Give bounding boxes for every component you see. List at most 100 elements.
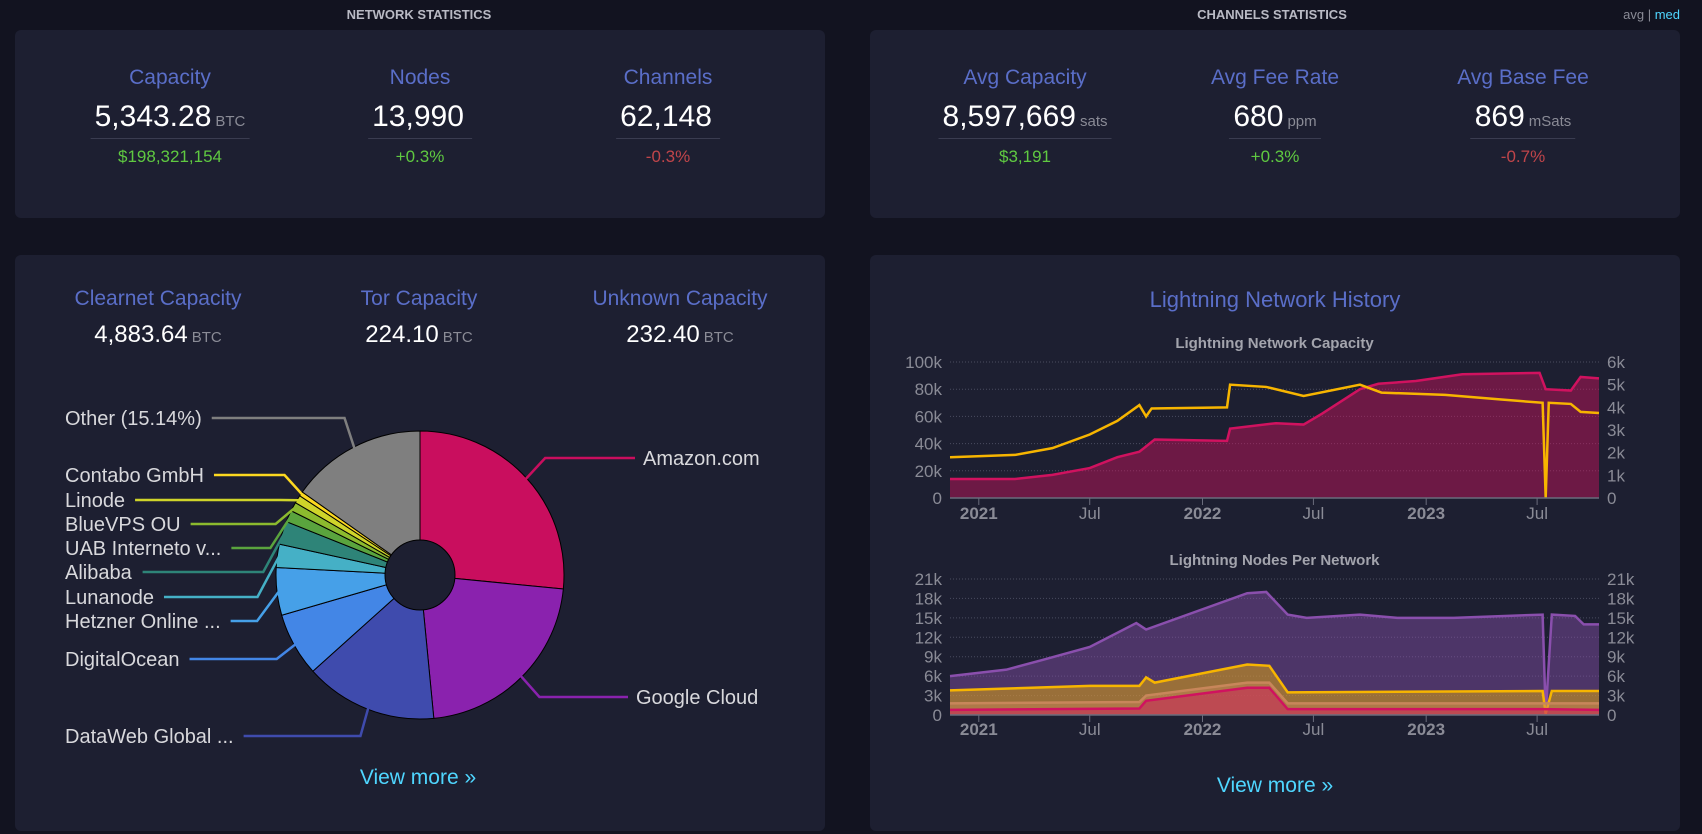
- history-view-more-link[interactable]: View more »: [1216, 774, 1334, 797]
- pie-label: UAB Interneto v...: [65, 538, 221, 560]
- capacity-stat-unknown-capacity: Unknown Capacity 232.40 BTC: [592, 287, 767, 353]
- y-left-tick: 9k: [924, 648, 942, 667]
- pie-connector: [230, 590, 280, 623]
- stat-number: 232.40: [626, 321, 700, 348]
- stat-value: 224.10 BTC: [361, 321, 476, 353]
- y-left-tick: 15k: [915, 609, 943, 628]
- pie-label: BlueVPS OU: [65, 514, 181, 536]
- stat-label: Avg Base Fee: [1457, 66, 1589, 89]
- channels-stat-avg-capacity: Avg Capacity 8,597,669 sats $3,191: [938, 66, 1112, 167]
- stat-subvalue: $3,191: [998, 147, 1051, 166]
- y-right-tick: 6k: [1607, 667, 1625, 686]
- y-left-tick: 12k: [915, 628, 943, 647]
- y-left-tick: 18k: [915, 589, 943, 608]
- stat-subvalue: +0.3%: [395, 147, 445, 166]
- x-tick-label: 2022: [1184, 720, 1222, 739]
- y-left-tick: 100k: [905, 353, 942, 372]
- y-left-tick: 6k: [924, 667, 942, 686]
- x-tick-label: 2023: [1407, 720, 1445, 739]
- capacity-view-more-link[interactable]: View more »: [359, 766, 477, 789]
- stat-number: 62,148: [620, 100, 712, 133]
- x-tick-label: Jul: [1079, 720, 1101, 739]
- network-stat-capacity: Capacity 5,343.28 BTC $198,321,154: [90, 66, 250, 167]
- stat-value: 680 ppm: [1229, 100, 1321, 139]
- pie-connector: [189, 643, 297, 661]
- stat-unit: BTC: [191, 329, 222, 346]
- y-left-tick: 21k: [915, 570, 943, 589]
- channels-stat-avg-base-fee: Avg Base Fee 869 mSats -0.7%: [1457, 66, 1589, 167]
- stat-number: 224.10: [365, 321, 439, 348]
- toggle-med[interactable]: med: [1654, 7, 1680, 22]
- y-right-tick: 18k: [1607, 589, 1635, 608]
- x-tick-label: 2021: [960, 504, 998, 523]
- y-right-tick: 3k: [1607, 687, 1625, 706]
- y-left-tick: 20k: [915, 462, 943, 481]
- x-tick-label: Jul: [1303, 720, 1325, 739]
- pie-connector: [190, 506, 296, 526]
- stat-unit: BTC: [215, 113, 246, 130]
- y-right-tick: 5k: [1607, 376, 1625, 395]
- x-tick-label: 2021: [960, 720, 998, 739]
- history-panel: [870, 255, 1680, 831]
- stat-value: 869 mSats: [1470, 100, 1576, 139]
- series-line: [949, 590, 1599, 714]
- pie-connector: [211, 416, 356, 450]
- capacity-stat-clearnet-capacity: Clearnet Capacity 4,883.64 BTC: [75, 287, 242, 353]
- series-line: [949, 681, 1599, 705]
- y-left-tick: 0: [933, 706, 942, 725]
- series-line: [950, 371, 1600, 481]
- pie-connector: [243, 706, 370, 738]
- pie-connector: [163, 555, 281, 599]
- y-left-tick: 3k: [924, 687, 942, 706]
- stat-number: 8,597,669: [942, 100, 1076, 133]
- y-left-tick: 40k: [915, 435, 943, 454]
- y-right-tick: 15k: [1607, 609, 1635, 628]
- stat-number: 5,343.28: [94, 100, 212, 133]
- stat-number: 680: [1233, 100, 1284, 133]
- stat-number: 869: [1474, 100, 1525, 133]
- pie-label: Alibaba: [65, 562, 133, 584]
- stat-label: Channels: [623, 66, 713, 89]
- channels-statistics-heading: CHANNELS STATISTICS: [1197, 7, 1347, 22]
- stat-label: Unknown Capacity: [592, 287, 768, 310]
- stat-number: 13,990: [372, 100, 464, 133]
- y-right-tick: 2k: [1607, 444, 1625, 463]
- pie-connector: [213, 473, 304, 496]
- stat-label: Nodes: [389, 66, 451, 89]
- stat-unit: sats: [1079, 113, 1108, 130]
- pie-label: Amazon.com: [643, 448, 760, 470]
- chart-title: Lightning Network Capacity: [1175, 335, 1374, 352]
- pie-label: Linode: [65, 490, 125, 512]
- network-stat-nodes: Nodes 13,990 +0.3%: [368, 66, 472, 167]
- pie-label: Google Cloud: [636, 687, 758, 709]
- x-tick-label: 2022: [1184, 504, 1222, 523]
- toggle-avg[interactable]: avg: [1623, 7, 1645, 22]
- history-title: Lightning Network History: [1149, 287, 1401, 312]
- network-stat-channels: Channels 62,148 -0.3%: [616, 66, 720, 167]
- channels-statistics-panel: [870, 30, 1680, 218]
- stat-unit: mSats: [1528, 113, 1572, 130]
- hosting-provider-pie-chart: Amazon.com Google Cloud DataWeb Global ...…: [65, 408, 760, 748]
- x-tick-label: Jul: [1079, 504, 1101, 523]
- network-statistics-heading: NETWORK STATISTICS: [346, 7, 492, 22]
- network-statistics-panel: [15, 30, 825, 218]
- y-right-tick: 21k: [1607, 570, 1635, 589]
- stat-label: Capacity: [129, 66, 211, 89]
- stat-value: 62,148: [616, 100, 720, 139]
- stat-label: Avg Fee Rate: [1210, 66, 1340, 89]
- stat-number: 4,883.64: [94, 321, 188, 348]
- stat-value: 8,597,669 sats: [938, 100, 1112, 139]
- stat-value: 13,990: [368, 100, 472, 139]
- y-right-tick: 9k: [1607, 648, 1625, 667]
- pie-label: Other (15.14%): [65, 408, 202, 430]
- series-area: [950, 682, 1599, 715]
- stat-unit: BTC: [703, 329, 734, 346]
- pie-connector: [142, 532, 286, 574]
- pie-connector: [524, 456, 635, 481]
- x-tick-label: Jul: [1303, 504, 1325, 523]
- pie-label: Lunanode: [65, 587, 154, 609]
- channels-stat-avg-fee-rate: Avg Fee Rate 680 ppm +0.3%: [1211, 66, 1339, 167]
- stat-subvalue: -0.3%: [645, 147, 691, 166]
- stat-label: Clearnet Capacity: [74, 287, 242, 310]
